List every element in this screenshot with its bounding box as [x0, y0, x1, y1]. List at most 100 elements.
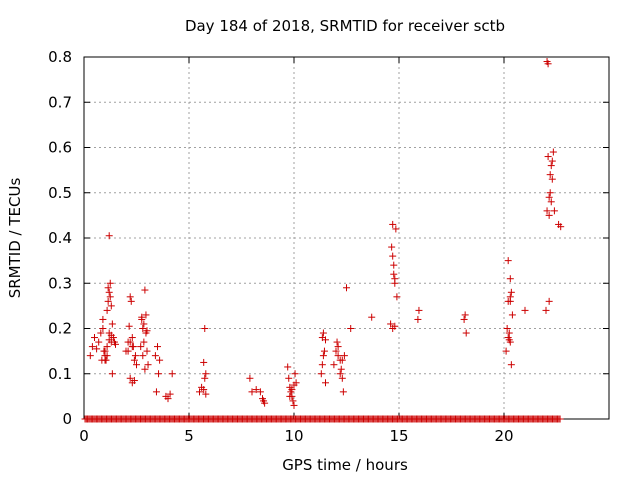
x-axis-label: GPS time / hours — [282, 456, 408, 474]
data-point — [547, 162, 555, 170]
data-point — [503, 325, 511, 332]
data-point — [347, 325, 355, 332]
data-point — [139, 325, 147, 332]
data-point — [105, 336, 113, 344]
data-point — [140, 320, 148, 328]
data-point — [141, 365, 149, 373]
data-point — [202, 370, 210, 378]
data-point — [507, 288, 515, 296]
x-tick-label: 0 — [79, 427, 89, 445]
data-point — [130, 377, 138, 385]
data-point — [128, 343, 136, 351]
data-point — [460, 315, 468, 323]
y-axis-label: SRMTID / TECUs — [6, 178, 24, 299]
data-point — [390, 261, 398, 269]
data-point — [107, 302, 115, 310]
data-point — [506, 338, 514, 346]
data-point — [130, 356, 138, 364]
data-point — [336, 370, 344, 378]
data-point — [256, 388, 264, 396]
data-point — [86, 352, 94, 360]
data-point — [504, 257, 512, 265]
data-point — [391, 322, 399, 330]
data-point — [201, 325, 209, 332]
data-point — [318, 334, 326, 342]
y-tick-label: 0.6 — [48, 139, 72, 157]
data-point — [290, 401, 298, 409]
data-point — [333, 338, 341, 346]
data-point — [334, 352, 342, 360]
data-point — [95, 338, 103, 346]
data-point — [548, 157, 556, 165]
data-point — [138, 313, 146, 321]
axis-ticks: 0 5 10 15 20 0 0.1 0.2 0.3 0.4 0.5 0.6 0.7 0.8 — [48, 48, 610, 445]
x-tick-label: 15 — [389, 427, 408, 445]
data-point — [368, 313, 376, 321]
baseline-point — [556, 415, 564, 423]
data-point — [286, 392, 294, 400]
data-point — [261, 399, 269, 407]
data-point — [142, 311, 150, 319]
data-point — [557, 223, 565, 231]
data-point — [320, 347, 328, 355]
data-point — [542, 306, 550, 314]
data-point — [389, 252, 397, 260]
data-point — [108, 320, 116, 328]
data-point — [152, 388, 160, 396]
data-point — [141, 286, 149, 294]
data-point — [164, 395, 172, 403]
data-point — [545, 211, 553, 219]
data-point — [97, 329, 105, 337]
data-point — [546, 171, 554, 179]
data-point — [137, 343, 145, 351]
data-point — [317, 370, 325, 378]
data-point — [168, 370, 176, 378]
data-point — [289, 397, 297, 405]
data-point — [549, 148, 557, 156]
data-point — [128, 334, 136, 342]
data-points — [81, 58, 565, 423]
data-point — [392, 225, 400, 233]
data-point — [151, 352, 159, 360]
chart-title: Day 184 of 2018, SRMTID for receiver sct… — [185, 17, 505, 35]
data-point — [319, 329, 327, 337]
data-point — [319, 352, 327, 360]
data-point — [388, 243, 396, 251]
data-point — [101, 356, 109, 364]
data-point — [106, 279, 114, 287]
data-point — [284, 363, 292, 371]
data-point — [200, 386, 208, 394]
data-point — [246, 374, 254, 382]
data-point — [547, 198, 555, 206]
data-point — [99, 315, 107, 323]
data-point — [548, 175, 556, 183]
data-point — [285, 374, 293, 382]
data-point — [201, 374, 209, 382]
x-tick-label: 10 — [284, 427, 303, 445]
data-point — [143, 327, 151, 335]
y-tick-label: 0.3 — [48, 274, 72, 292]
data-point — [550, 207, 558, 215]
data-point — [126, 293, 134, 301]
y-tick-label: 0.8 — [48, 48, 72, 66]
data-point — [103, 306, 111, 314]
data-point — [140, 338, 148, 346]
y-tick-label: 0 — [62, 410, 72, 428]
data-point — [504, 297, 512, 305]
data-point — [330, 361, 338, 369]
data-point — [93, 345, 101, 353]
data-point — [125, 322, 133, 330]
x-tick-label: 20 — [494, 427, 513, 445]
data-point — [332, 347, 340, 355]
data-point — [338, 374, 346, 382]
data-point — [106, 293, 114, 301]
data-point — [112, 340, 119, 348]
y-tick-label: 0.7 — [48, 93, 72, 111]
x-tick-label: 5 — [184, 427, 194, 445]
data-point — [127, 297, 135, 305]
data-point — [166, 390, 174, 398]
data-point — [322, 379, 329, 387]
data-point — [389, 220, 397, 228]
